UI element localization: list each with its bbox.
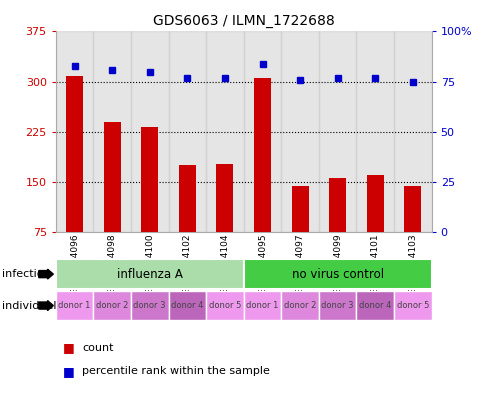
Text: donor 2: donor 2 xyxy=(96,301,128,310)
Bar xyxy=(254,78,271,232)
Bar xyxy=(206,31,243,232)
Bar xyxy=(281,291,318,320)
Text: infection: infection xyxy=(2,269,51,279)
Bar xyxy=(168,291,206,320)
Text: donor 3: donor 3 xyxy=(321,301,353,310)
Text: donor 3: donor 3 xyxy=(133,301,166,310)
Bar xyxy=(168,31,206,232)
Text: no virus control: no virus control xyxy=(291,268,383,281)
Bar xyxy=(206,291,243,320)
Bar xyxy=(366,175,383,232)
Bar xyxy=(356,31,393,232)
Text: donor 4: donor 4 xyxy=(171,301,203,310)
Bar xyxy=(281,31,318,232)
Text: percentile rank within the sample: percentile rank within the sample xyxy=(82,366,270,376)
Text: ■: ■ xyxy=(63,341,75,354)
Title: GDS6063 / ILMN_1722688: GDS6063 / ILMN_1722688 xyxy=(152,14,334,28)
Bar xyxy=(131,31,168,232)
Bar xyxy=(318,291,356,320)
Text: donor 2: donor 2 xyxy=(283,301,316,310)
Bar xyxy=(243,31,281,232)
Bar xyxy=(66,76,83,232)
Bar xyxy=(291,186,308,232)
Text: individual: individual xyxy=(2,301,57,310)
Text: count: count xyxy=(82,343,114,353)
Bar xyxy=(179,165,196,232)
Bar xyxy=(93,31,131,232)
Bar xyxy=(216,164,233,232)
Text: donor 1: donor 1 xyxy=(58,301,91,310)
Text: ■: ■ xyxy=(63,365,75,378)
Bar xyxy=(131,291,168,320)
Bar xyxy=(56,291,93,320)
Text: donor 1: donor 1 xyxy=(246,301,278,310)
Bar xyxy=(56,31,93,232)
Bar xyxy=(393,291,431,320)
Bar xyxy=(56,259,243,289)
Bar xyxy=(318,31,356,232)
Bar xyxy=(243,291,281,320)
Bar xyxy=(141,127,158,232)
Text: donor 5: donor 5 xyxy=(396,301,428,310)
Bar xyxy=(404,186,421,232)
Text: donor 5: donor 5 xyxy=(208,301,241,310)
Text: donor 4: donor 4 xyxy=(358,301,391,310)
Bar xyxy=(243,259,431,289)
Bar xyxy=(393,31,431,232)
Bar xyxy=(104,122,121,232)
Bar xyxy=(93,291,131,320)
Bar xyxy=(356,291,393,320)
Bar xyxy=(329,178,346,232)
Text: influenza A: influenza A xyxy=(117,268,182,281)
